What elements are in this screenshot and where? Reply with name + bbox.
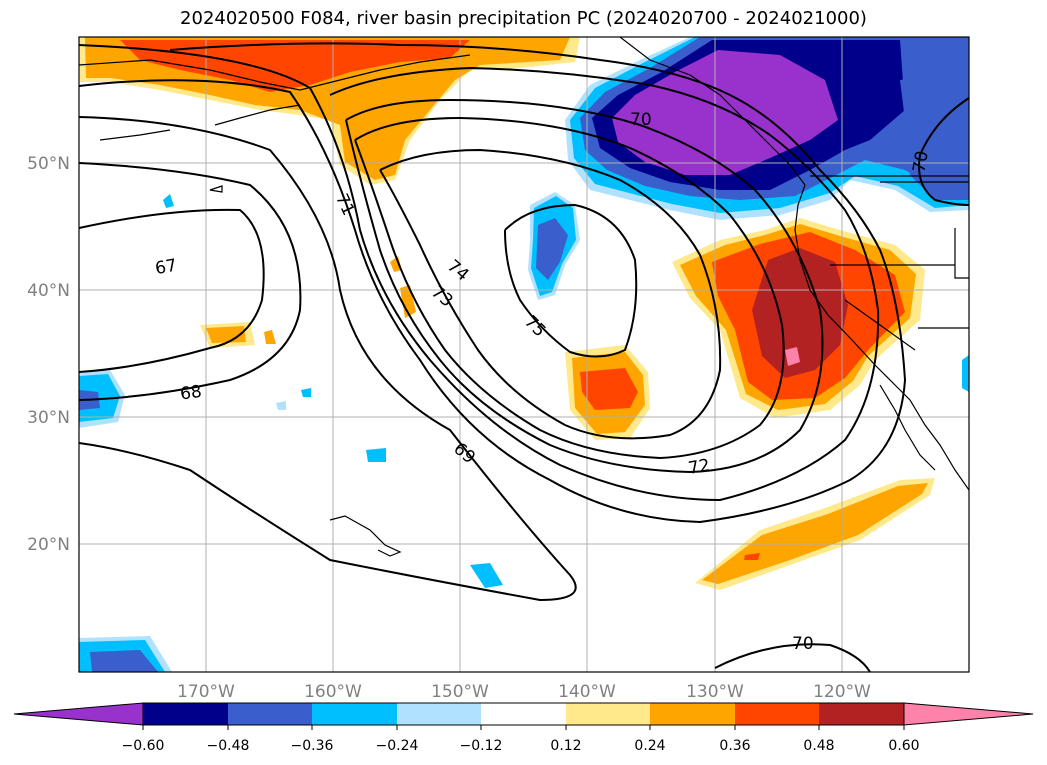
contour-75 xyxy=(504,203,638,358)
lat-label-50n: 50°N xyxy=(27,154,70,174)
colorbar-bin-7 xyxy=(650,703,735,725)
contour-label-67: 67 xyxy=(154,256,179,279)
colorbar-bin-9 xyxy=(819,703,904,725)
negative-anomaly-mid-pacific-blue xyxy=(536,218,568,280)
colorbar-extend-low xyxy=(13,702,144,726)
positive-anomaly-central-core xyxy=(580,368,638,410)
contour-label-69: 69 xyxy=(449,439,478,468)
colorbar-bin-1 xyxy=(143,703,228,725)
colorbar-bin-2 xyxy=(228,703,312,725)
longitude-labels: 170°W 160°W 150°W 140°W 130°W 120°W xyxy=(177,682,871,702)
lon-label-170w: 170°W xyxy=(177,682,235,702)
contour-69 xyxy=(79,116,577,602)
contour-70-east xyxy=(918,97,969,206)
contour-label-71: 71 xyxy=(331,191,358,219)
contour-71 xyxy=(79,44,880,502)
negative-anomaly-small-3 xyxy=(163,194,174,208)
lat-label-40n: 40°N xyxy=(27,281,70,301)
positive-anomaly-small-4 xyxy=(390,256,402,272)
negative-anomaly-small-1 xyxy=(470,563,503,588)
lon-label-150w: 150°W xyxy=(431,682,489,702)
colorbar-bin-4 xyxy=(397,703,481,725)
contour-72 xyxy=(345,98,824,474)
map-frame xyxy=(78,36,970,673)
colorbar-tick-2: −0.48 xyxy=(207,738,250,754)
contour-label-70-south: 70 xyxy=(792,634,814,654)
colorbar-tick-7: 0.24 xyxy=(634,738,665,754)
positive-anomaly-small-2 xyxy=(264,330,276,344)
contour-label-68: 68 xyxy=(179,382,203,405)
contour-74 xyxy=(379,148,722,440)
colorbar-bin-5 xyxy=(481,703,566,725)
negative-anomaly-west-edge-cyan xyxy=(79,374,120,422)
lat-label-20n: 20°N xyxy=(27,535,70,555)
colorbar-bin-3 xyxy=(312,703,397,725)
colorbar: −0.60 −0.48 −0.36 −0.24 −0.12 0.12 0.24 … xyxy=(13,702,1034,754)
negative-anomaly-southwest-blue xyxy=(90,650,158,672)
colorbar-tick-6: 0.12 xyxy=(550,738,581,754)
height-contours xyxy=(79,42,969,672)
negative-anomaly-small-5 xyxy=(301,388,311,397)
lat-label-30n: 30°N xyxy=(27,408,70,428)
contour-70-south xyxy=(714,643,871,672)
map-title: 2024020500 F084, river basin precipitati… xyxy=(180,8,867,29)
positive-anomaly-subtropical-band-red xyxy=(744,553,760,560)
contour-label-70-ne: 70 xyxy=(909,149,932,174)
negative-anomaly-east-edge xyxy=(962,355,969,392)
contour-label-75: 75 xyxy=(520,312,549,341)
coastlines xyxy=(79,37,969,557)
contour-70-west xyxy=(79,42,907,524)
contour-label-72: 72 xyxy=(687,455,712,478)
contour-label-70-center: 70 xyxy=(630,110,652,130)
positive-anomaly-north-pacific-core xyxy=(120,40,470,92)
colorbar-tick-9: 0.48 xyxy=(803,738,834,754)
contour-68 xyxy=(79,162,302,401)
positive-anomaly-subtropical-band-core xyxy=(702,483,928,584)
lon-label-140w: 140°W xyxy=(558,682,616,702)
contour-label-74: 74 xyxy=(443,256,472,285)
negative-anomaly-canada xyxy=(900,70,969,200)
colorbar-tick-5: −0.12 xyxy=(460,738,503,754)
contour-67 xyxy=(79,208,265,373)
positive-anomaly-west-coast-red xyxy=(752,248,848,378)
latitude-labels: 50°N 40°N 30°N 20°N xyxy=(27,154,70,555)
colorbar-extend-high xyxy=(903,702,1034,726)
contour-73 xyxy=(354,116,785,460)
colorbar-tick-4: −0.24 xyxy=(376,738,419,754)
colorbar-tick-3: −0.36 xyxy=(291,738,334,754)
positive-anomaly-small-3 xyxy=(400,285,416,318)
gridlines xyxy=(79,37,969,672)
colorbar-tick-10: 0.60 xyxy=(888,738,919,754)
negative-anomaly-small-2 xyxy=(366,448,386,462)
colorbar-bin-8 xyxy=(735,703,819,725)
lon-label-120w: 120°W xyxy=(813,682,871,702)
lon-label-130w: 130°W xyxy=(686,682,744,702)
colorbar-tick-8: 0.36 xyxy=(719,738,750,754)
positive-anomaly-west-coast-pink xyxy=(785,347,800,366)
colorbar-tick-1: −0.60 xyxy=(122,738,165,754)
colorbar-bin-6 xyxy=(566,703,650,725)
lon-label-160w: 160°W xyxy=(304,682,362,702)
negative-anomaly-small-4 xyxy=(276,401,286,410)
